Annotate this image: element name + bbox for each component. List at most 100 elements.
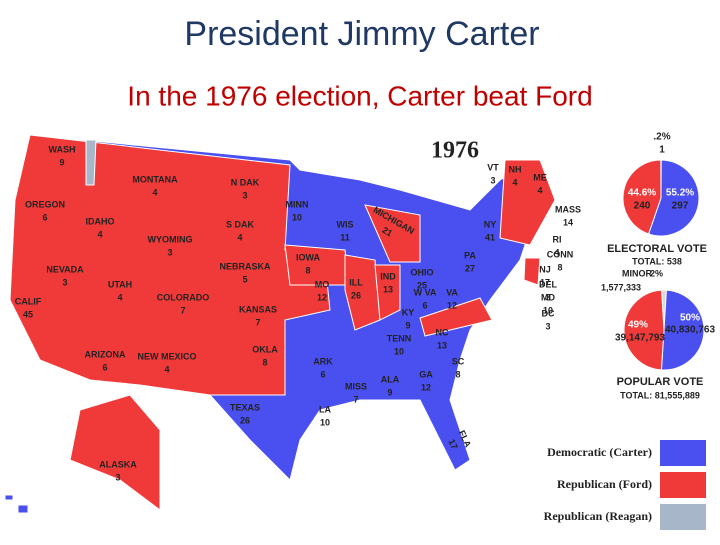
pie-pct: 44.6% [628,188,656,199]
state-name: ALASKA [99,459,137,469]
state-votes: 4 [152,187,157,197]
state-votes: 9 [405,320,410,330]
state-votes: 5 [242,274,247,284]
state-votes: 3 [490,175,495,185]
state-votes: 26 [351,290,361,300]
state-votes: 3 [167,247,172,257]
state-votes: 3 [115,472,120,482]
state-name: PA [464,250,476,260]
state-votes: 27 [465,263,475,273]
state-name: MASS [555,204,581,214]
state-votes: 14 [563,217,573,227]
pie-total: TOTAL: 538 [632,256,682,266]
pie-pct: 50% [680,313,700,324]
state-votes: 6 [320,369,325,379]
legend-swatch [660,440,706,466]
pie-value: 39,147,793 [615,333,665,344]
slide-subtitle: In the 1976 election, Carter beat Ford [127,80,592,111]
state-votes: 4 [537,185,542,195]
state-name: VA [446,287,458,297]
state-name: COLORADO [157,292,210,302]
state-votes: 8 [455,369,460,379]
state-name: ARIZONA [85,349,126,359]
state-votes: 6 [42,212,47,222]
state-name: RI [553,234,562,244]
state-name: GA [419,369,433,379]
state-name: LA [319,404,331,414]
state-votes: 8 [557,262,562,272]
state-name: IND [380,271,396,281]
state-votes: 9 [59,157,64,167]
pie-pct: 2% [650,268,663,278]
state-votes: 3 [62,277,67,287]
state-name: WYOMING [148,234,193,244]
state-name: DC [542,308,555,318]
pie-pct: 55.2% [666,188,694,199]
state-votes: 8 [305,265,310,275]
legend-label: Republican (Reagan) [544,509,652,523]
pie-pct: .2% [653,132,670,143]
state-name: CONN [547,249,574,259]
state-name: MD [541,292,555,302]
state-name: KANSAS [239,304,277,314]
pie-title: POPULAR VOTE [617,376,704,388]
state-votes: 7 [255,317,260,327]
state-name: ME [533,172,547,182]
pie-value: 1,577,333 [601,282,641,292]
state-votes: 4 [117,292,122,302]
state-votes: 3 [545,321,550,331]
state-name: NJ [539,264,551,274]
state-votes: 13 [437,340,447,350]
legend-swatch [660,504,706,530]
state-votes: 7 [180,305,185,315]
state-votes: 4 [164,364,169,374]
map-shapes [5,135,555,513]
state-name: NEW MEXICO [137,351,196,361]
state-name: WASH [49,144,76,154]
state-name: TEXAS [230,402,260,412]
state-name: W VA [414,287,437,297]
state-name: TENN [387,333,412,343]
state-votes: 12 [317,292,327,302]
state-votes: 4 [237,232,242,242]
legend-label: Republican (Ford) [557,477,652,491]
state-name: MINN [286,199,309,209]
pie-value: 297 [672,201,689,212]
pie-value: 240 [634,201,651,212]
state-votes: 9 [387,387,392,397]
state-name: NEBRASKA [219,261,271,271]
state-votes: 6 [422,300,427,310]
state-name: VT [487,162,499,172]
slide-title: President Jimmy Carter [184,15,539,53]
pie-title: ELECTORAL VOTE [607,243,707,255]
state-name: IDAHO [86,216,115,226]
state-votes: 10 [292,212,302,222]
minor-label: MINOR [622,268,652,278]
pie-value: 1 [659,145,665,156]
state-name: DEL [539,279,558,289]
pie-pct: 49% [628,320,648,331]
pie-value: 40,830,763 [665,325,715,336]
state-name: KY [402,307,415,317]
state-name: OKLA [252,344,278,354]
state-votes: 11 [340,232,350,242]
state-name: MO [315,279,330,289]
state-name: WIS [337,219,354,229]
state-votes: 26 [240,415,250,425]
state-name: CALIF [15,296,42,306]
state-votes: 4 [512,177,517,187]
state-name: NY [484,219,497,229]
state-votes: 4 [97,229,102,239]
pie-total: TOTAL: 81,555,889 [620,390,700,400]
state-name: NH [509,164,522,174]
state-name: S DAK [226,219,255,229]
legend-label: Democratic (Carter) [547,445,652,459]
map-year: 1976 [431,138,479,164]
state-name: OHIO [410,267,433,277]
legend-swatch [660,472,706,498]
state-name: NC [436,327,449,337]
state-votes: 10 [320,417,330,427]
state-votes: 12 [447,300,457,310]
state-name: N DAK [231,177,260,187]
